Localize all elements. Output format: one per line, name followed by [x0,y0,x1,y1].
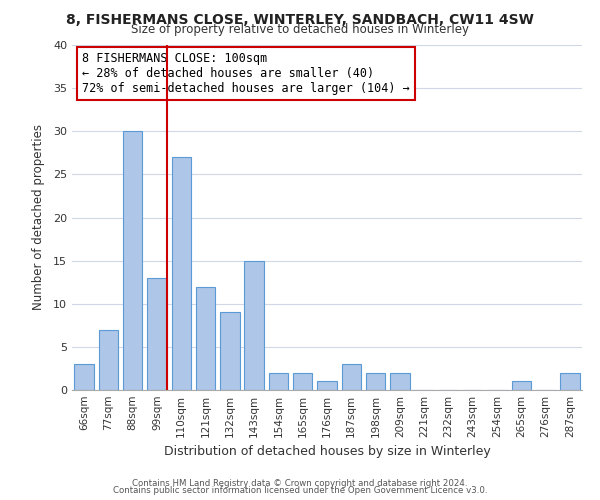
Bar [196,286,215,390]
Bar [366,373,385,390]
Bar [244,260,264,390]
Text: 8, FISHERMANS CLOSE, WINTERLEY, SANDBACH, CW11 4SW: 8, FISHERMANS CLOSE, WINTERLEY, SANDBACH… [66,12,534,26]
X-axis label: Distribution of detached houses by size in Winterley: Distribution of detached houses by size … [164,446,490,458]
Bar [390,373,410,390]
Text: 8 FISHERMANS CLOSE: 100sqm
← 28% of detached houses are smaller (40)
72% of semi: 8 FISHERMANS CLOSE: 100sqm ← 28% of deta… [82,52,410,95]
Text: Size of property relative to detached houses in Winterley: Size of property relative to detached ho… [131,22,469,36]
Bar [317,382,337,390]
Bar [341,364,361,390]
Bar [123,131,142,390]
Bar [293,373,313,390]
Bar [269,373,288,390]
Bar [99,330,118,390]
Bar [147,278,167,390]
Y-axis label: Number of detached properties: Number of detached properties [32,124,44,310]
Bar [560,373,580,390]
Bar [74,364,94,390]
Bar [220,312,239,390]
Bar [172,157,191,390]
Bar [512,382,531,390]
Text: Contains public sector information licensed under the Open Government Licence v3: Contains public sector information licen… [113,486,487,495]
Text: Contains HM Land Registry data © Crown copyright and database right 2024.: Contains HM Land Registry data © Crown c… [132,478,468,488]
